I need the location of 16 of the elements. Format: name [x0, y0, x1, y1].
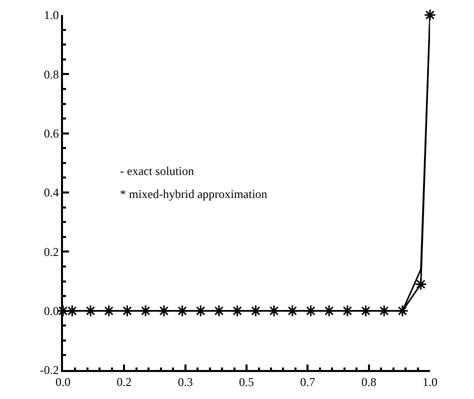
- y-tick-label: 0.6: [44, 126, 59, 141]
- y-tick-label: 0.8: [44, 67, 59, 82]
- y-tick-label: -0.2: [40, 363, 59, 378]
- annotation: * mixed-hybrid approximation: [120, 187, 268, 201]
- y-tick-label: 0.0: [44, 304, 59, 318]
- x-tick-label: 0.8: [361, 375, 376, 390]
- x-tick-label: 0.5: [239, 375, 254, 390]
- y-tick-label: 0.4: [44, 186, 59, 200]
- y-tick-label: 0.2: [44, 244, 59, 259]
- y-tick-label: 1.0: [44, 8, 59, 22]
- x-tick-label: 0.7: [300, 375, 316, 390]
- x-tick-label: 1.0: [422, 375, 438, 390]
- annotation: - exact solution: [120, 164, 194, 178]
- x-tick-label: 0.3: [178, 375, 193, 390]
- x-tick-label: 0.2: [116, 375, 132, 390]
- x-tick-label: 0.0: [56, 375, 70, 390]
